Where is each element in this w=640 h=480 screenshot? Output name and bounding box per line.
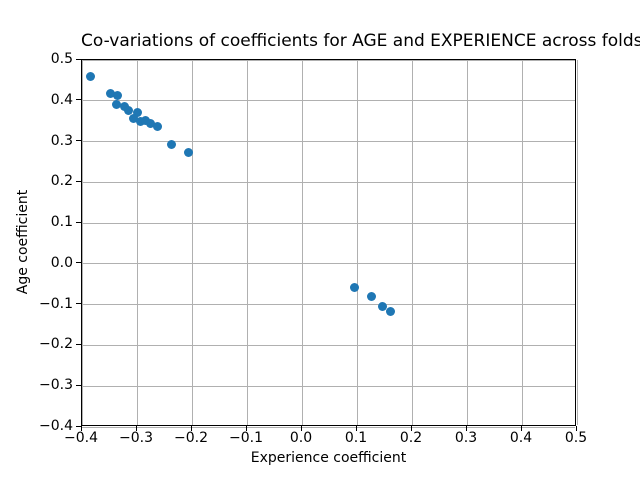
scatter-point bbox=[111, 99, 121, 109]
x-tick-label: 0.5 bbox=[564, 430, 588, 446]
x-gridline bbox=[466, 60, 468, 425]
y-gridline bbox=[82, 222, 575, 224]
x-tick-mark bbox=[245, 426, 247, 431]
y-tick-mark bbox=[76, 58, 81, 60]
x-tick-mark bbox=[520, 426, 522, 431]
x-tick-mark bbox=[190, 426, 192, 431]
scatter-point bbox=[132, 108, 142, 118]
x-tick-mark bbox=[410, 426, 412, 431]
scatter-point bbox=[85, 72, 95, 82]
x-tick-mark bbox=[355, 426, 357, 431]
x-gridline bbox=[81, 60, 83, 425]
scatter-point bbox=[105, 89, 115, 99]
x-axis-label: Experience coefficient bbox=[250, 450, 407, 466]
y-tick-mark bbox=[76, 262, 81, 264]
x-tick-label: −0.1 bbox=[229, 430, 263, 446]
x-gridline bbox=[411, 60, 413, 425]
scatter-point bbox=[152, 121, 162, 131]
x-tick-label: 0.1 bbox=[344, 430, 368, 446]
x-gridline bbox=[301, 60, 303, 425]
scatter-point bbox=[119, 101, 129, 111]
y-tick-mark bbox=[76, 343, 81, 345]
x-tick-label: −0.2 bbox=[174, 430, 208, 446]
x-tick-label: −0.3 bbox=[119, 430, 153, 446]
x-tick-mark bbox=[465, 426, 467, 431]
x-tick-mark bbox=[80, 426, 82, 431]
scatter-point bbox=[367, 292, 377, 301]
y-gridline bbox=[82, 304, 575, 306]
y-gridline bbox=[82, 100, 575, 102]
scatter-point bbox=[386, 306, 396, 316]
y-gridline bbox=[82, 385, 575, 387]
y-tick-mark bbox=[76, 425, 81, 427]
scatter-point bbox=[124, 105, 134, 115]
x-tick-label: 0.0 bbox=[289, 430, 313, 446]
scatter-point bbox=[350, 282, 360, 292]
x-gridline bbox=[576, 60, 578, 425]
y-gridline bbox=[82, 426, 575, 428]
chart-title: Co-variations of coefficients for AGE an… bbox=[81, 31, 640, 51]
y-gridline bbox=[82, 263, 575, 265]
scatter-point bbox=[135, 116, 145, 126]
plot-area bbox=[81, 59, 578, 428]
x-gridline bbox=[191, 60, 193, 425]
y-tick-mark bbox=[76, 221, 81, 223]
x-gridline bbox=[246, 60, 248, 425]
scatter-point bbox=[146, 118, 156, 128]
y-tick-label: 0.1 bbox=[50, 214, 73, 231]
x-tick-label: 0.2 bbox=[399, 430, 423, 446]
y-tick-label: −0.1 bbox=[39, 295, 73, 312]
y-tick-label: 0.2 bbox=[50, 173, 73, 190]
scatter-point bbox=[166, 139, 176, 149]
y-gridline bbox=[82, 141, 575, 143]
y-tick-mark bbox=[76, 140, 81, 142]
x-tick-mark bbox=[135, 426, 137, 431]
y-tick-label: −0.4 bbox=[39, 418, 73, 434]
y-axis-label: Age coefficient bbox=[15, 189, 31, 295]
x-tick-mark bbox=[300, 426, 302, 431]
y-tick-mark bbox=[76, 99, 81, 101]
scatter-point bbox=[378, 302, 388, 312]
y-gridline bbox=[82, 181, 575, 183]
x-gridline bbox=[356, 60, 358, 425]
y-tick-label: 0.0 bbox=[50, 254, 73, 271]
x-tick-label: −0.4 bbox=[64, 430, 98, 446]
x-gridline bbox=[521, 60, 523, 425]
y-tick-mark bbox=[76, 303, 81, 305]
y-tick-label: 0.5 bbox=[50, 51, 73, 67]
y-tick-label: 0.4 bbox=[50, 91, 73, 108]
scatter-point bbox=[183, 148, 193, 158]
scatter-point bbox=[129, 113, 139, 123]
y-gridline bbox=[82, 344, 575, 346]
x-gridline bbox=[136, 60, 138, 425]
y-tick-mark bbox=[76, 384, 81, 386]
scatter-point bbox=[141, 115, 151, 125]
y-tick-label: −0.3 bbox=[39, 377, 73, 394]
x-tick-mark bbox=[575, 426, 577, 431]
x-tick-label: 0.3 bbox=[454, 430, 478, 446]
y-gridline bbox=[82, 59, 575, 61]
y-tick-label: −0.2 bbox=[39, 336, 73, 353]
y-tick-mark bbox=[76, 180, 81, 182]
scatter-point bbox=[113, 91, 123, 101]
x-tick-label: 0.4 bbox=[509, 430, 533, 446]
y-tick-label: 0.3 bbox=[50, 132, 73, 149]
